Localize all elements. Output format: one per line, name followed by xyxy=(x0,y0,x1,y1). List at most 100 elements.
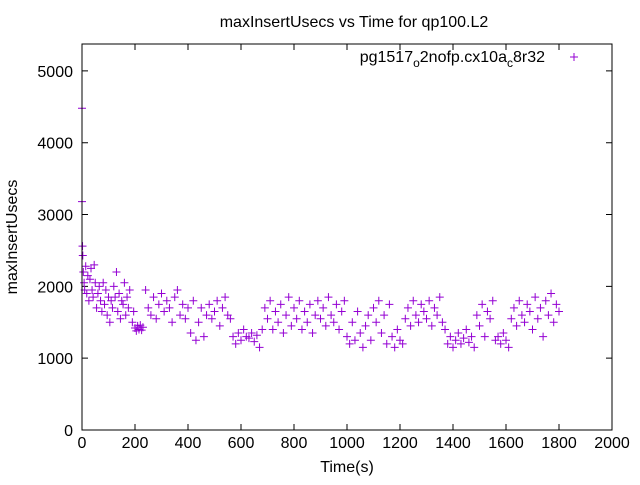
data-point xyxy=(152,314,161,323)
data-points xyxy=(78,104,563,352)
data-point xyxy=(451,336,460,345)
data-point xyxy=(105,318,114,327)
data-point xyxy=(327,311,336,320)
legend-marker xyxy=(570,53,578,61)
data-point xyxy=(504,343,513,352)
data-point xyxy=(99,278,108,287)
data-point xyxy=(390,343,399,352)
data-point xyxy=(109,282,118,291)
x-tick-label: 1200 xyxy=(382,435,418,452)
data-point xyxy=(207,314,216,323)
data-point xyxy=(295,296,304,305)
axis-ticks: 0 200 400 600 800 1000 1200 1400 1600 1800 2000 0 10… xyxy=(37,44,630,452)
data-point xyxy=(382,339,391,348)
data-point xyxy=(108,303,117,312)
data-point xyxy=(107,296,116,305)
data-point xyxy=(138,323,147,332)
chart-title: maxInsertUsecs vs Time for qp100.L2 xyxy=(220,14,489,31)
data-point xyxy=(305,300,314,309)
data-point xyxy=(380,311,389,320)
data-point xyxy=(348,318,357,327)
data-point xyxy=(165,303,174,312)
y-tick-label: 3000 xyxy=(37,208,73,225)
data-point xyxy=(515,296,524,305)
data-point xyxy=(95,282,104,291)
x-axis-label: Time(s) xyxy=(320,459,374,476)
data-point xyxy=(345,339,354,348)
data-point xyxy=(287,321,296,330)
data-point xyxy=(266,296,275,305)
data-point xyxy=(512,321,521,330)
x-tick-label: 1800 xyxy=(541,435,577,452)
data-point xyxy=(255,343,264,352)
data-point xyxy=(92,303,101,312)
data-point xyxy=(555,307,563,316)
data-point xyxy=(292,314,301,323)
data-point xyxy=(189,296,198,305)
x-tick-label: 2000 xyxy=(594,435,630,452)
data-point xyxy=(544,311,553,320)
data-point xyxy=(78,242,87,251)
data-point xyxy=(221,293,230,302)
data-point xyxy=(401,314,410,323)
data-point xyxy=(486,314,495,323)
data-point xyxy=(385,300,394,309)
data-point xyxy=(311,311,320,320)
x-tick-label: 200 xyxy=(122,435,149,452)
data-point xyxy=(425,296,434,305)
data-point xyxy=(91,278,100,287)
data-point xyxy=(290,303,298,312)
data-point xyxy=(459,334,468,343)
data-point xyxy=(279,329,288,338)
data-point xyxy=(372,318,381,327)
data-point xyxy=(268,325,277,334)
data-point xyxy=(411,311,420,320)
data-point xyxy=(475,321,484,330)
data-point xyxy=(303,318,312,327)
x-tick-label: 0 xyxy=(78,435,87,452)
data-point xyxy=(536,303,545,312)
data-point xyxy=(229,332,238,341)
data-point xyxy=(369,303,378,312)
data-point xyxy=(430,303,439,312)
y-tick-label: 4000 xyxy=(37,136,73,153)
x-tick-label: 600 xyxy=(228,435,255,452)
data-point xyxy=(470,343,479,352)
data-point xyxy=(507,314,516,323)
data-point xyxy=(176,311,185,320)
data-point xyxy=(83,271,92,280)
data-point xyxy=(113,307,122,316)
data-point xyxy=(96,296,105,305)
y-tick-label: 1000 xyxy=(37,351,73,368)
data-point xyxy=(297,325,306,334)
data-point xyxy=(276,300,285,309)
data-point xyxy=(210,307,219,316)
data-point xyxy=(186,329,195,338)
data-point xyxy=(284,293,293,302)
data-point xyxy=(258,325,267,334)
data-point xyxy=(398,339,407,348)
data-point xyxy=(215,321,224,330)
data-point xyxy=(154,300,163,309)
data-point xyxy=(427,321,436,330)
data-point xyxy=(173,285,182,294)
data-point xyxy=(282,311,291,320)
data-point xyxy=(313,296,322,305)
data-point xyxy=(128,318,137,327)
y-tick-label: 0 xyxy=(64,423,73,440)
data-point xyxy=(388,332,397,341)
data-point xyxy=(168,318,177,327)
data-point xyxy=(194,318,203,327)
data-point xyxy=(226,314,235,323)
data-point xyxy=(237,336,245,345)
data-point xyxy=(531,293,540,302)
data-point xyxy=(435,293,444,302)
data-point xyxy=(141,285,150,294)
data-point xyxy=(353,307,362,316)
data-point xyxy=(129,307,138,316)
data-point xyxy=(332,300,341,309)
data-point xyxy=(146,311,155,320)
x-tick-label: 400 xyxy=(175,435,202,452)
data-point xyxy=(350,336,359,345)
data-point xyxy=(218,303,227,312)
